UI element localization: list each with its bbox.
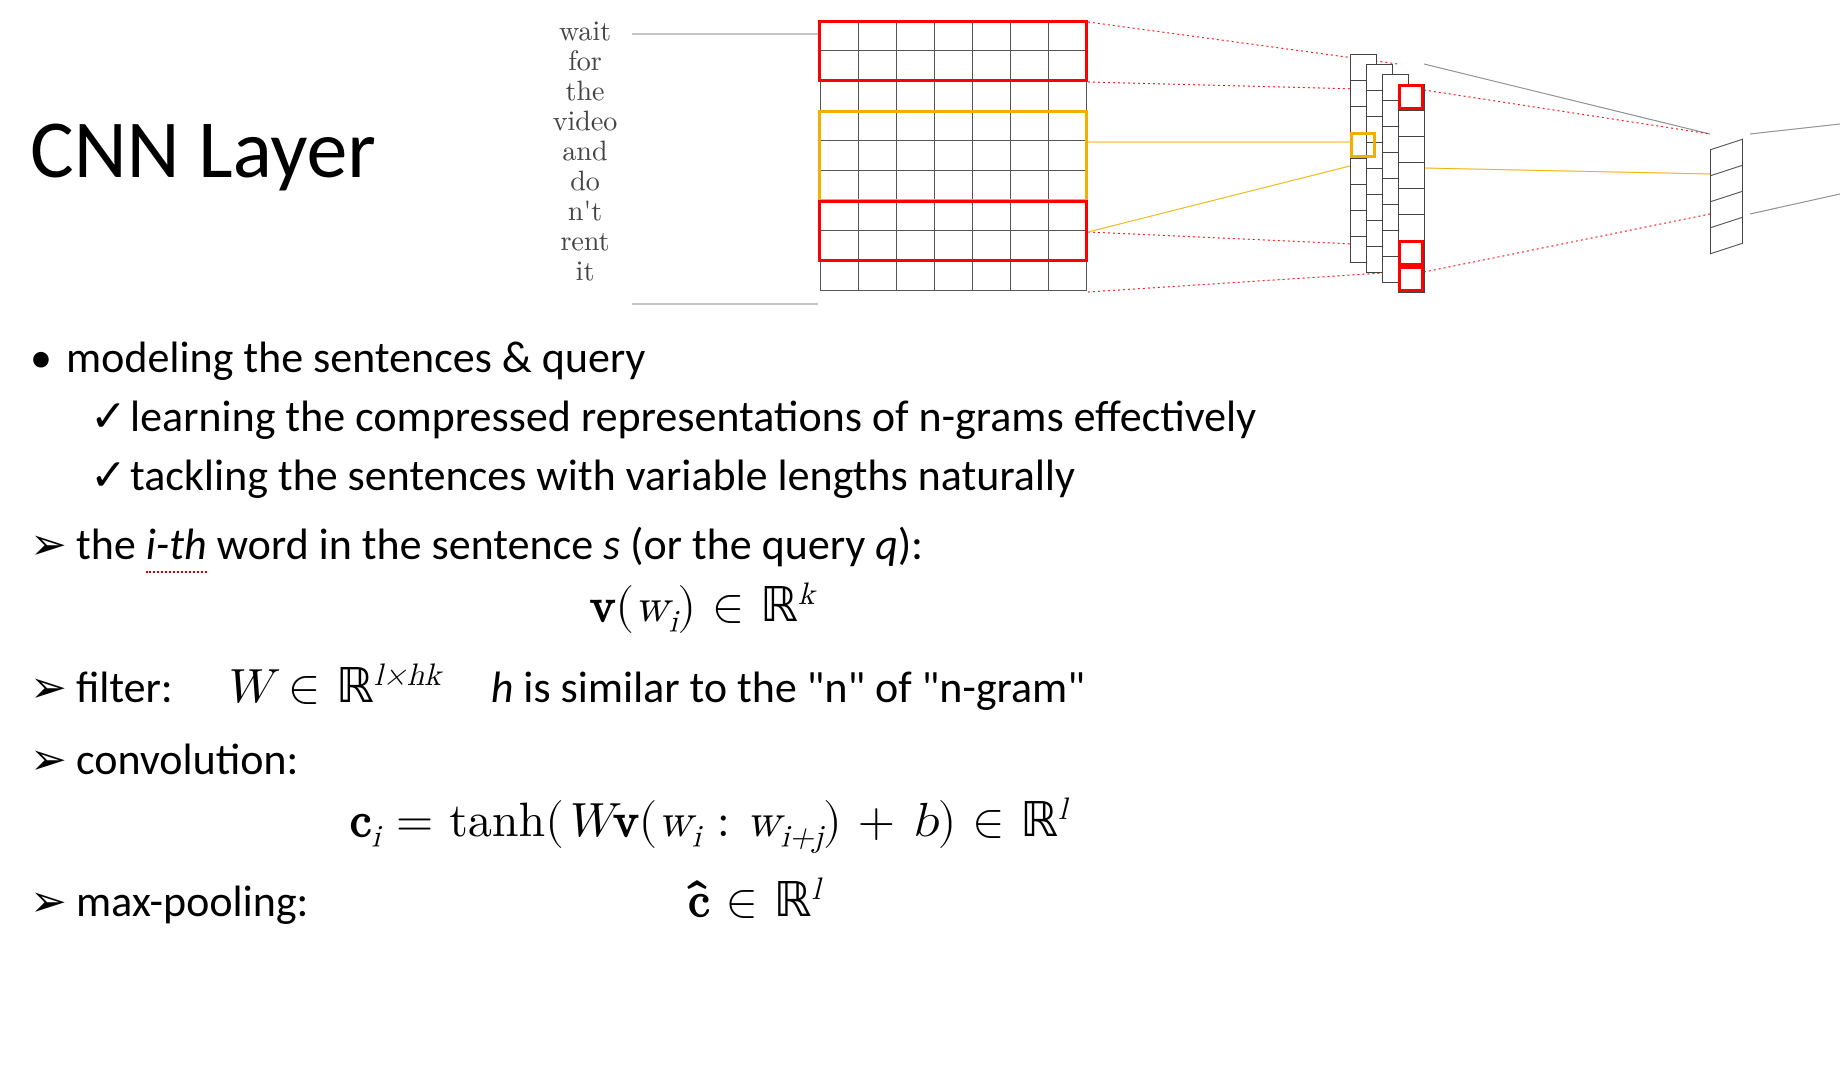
check-icon: ✓ [90, 389, 130, 444]
triangle-icon: ➢ [30, 517, 76, 572]
fm-cell-red [1398, 266, 1424, 292]
eq-pool: ĉ ∈ ℝl [688, 871, 820, 932]
txt: the [76, 517, 146, 571]
diagram-lines [540, 14, 1840, 334]
pool-label: max-pooling: [76, 874, 308, 929]
item-word-embedding: ➢ the i-th word in the sentence s (or th… [30, 517, 1790, 572]
eq-conv-math: ci = tanh(Wv(wi : wi+j) + b) ∈ ℝl [350, 798, 1067, 846]
eq-embedding-math: v(wi) ∈ ℝk [590, 583, 814, 631]
item-convolution: ➢ convolution: [30, 732, 1790, 787]
bullet-main: • modeling the sentences & query [30, 330, 1790, 385]
filter-window-red-bottom [818, 200, 1088, 262]
txt: ): [898, 517, 923, 571]
bullet-main-text: modeling the sentences & query [66, 330, 645, 385]
filter-label: filter: [76, 660, 173, 715]
triangle-icon: ➢ [30, 732, 76, 787]
bullet-sub2: ✓ tackling the sentences with variable l… [90, 448, 1790, 503]
conv-label: convolution: [76, 732, 298, 787]
eq-embedding: v(wi) ∈ ℝk [30, 576, 1790, 643]
content-body: • modeling the sentences & query ✓ learn… [30, 330, 1790, 936]
bullet-sub1-text: learning the compressed representations … [130, 389, 1256, 444]
item-filter: ➢ filter: W ∈ ℝl×hk h is similar to the … [30, 657, 1790, 718]
filter-window-red-top [818, 20, 1088, 82]
bullet-mark: • [30, 330, 66, 385]
fm-cell-red [1398, 84, 1424, 110]
item-text: the i-th word in the sentence s (or the … [76, 517, 923, 572]
txt: word in the sentence [207, 517, 603, 571]
eq-filter: W ∈ ℝl×hk [223, 657, 441, 718]
var-q: q [875, 517, 898, 571]
filter-window-yellow [818, 110, 1088, 202]
var-s: s [603, 517, 620, 571]
fm-cell-yellow [1350, 132, 1376, 158]
filter-desc: h is similar to the "n" of "n-gram" [491, 660, 1085, 715]
txt: (or the query [620, 517, 875, 571]
bullet-sub2-text: tackling the sentences with variable len… [130, 448, 1075, 503]
check-icon: ✓ [90, 448, 130, 503]
bullet-sub1: ✓ learning the compressed representation… [90, 389, 1790, 444]
fm-cell-red [1398, 240, 1424, 266]
var-h: h [491, 660, 514, 714]
eq-convolution: ci = tanh(Wv(wi : wi+j) + b) ∈ ℝl [30, 791, 1790, 858]
ith-underlined: i-th [146, 517, 207, 573]
triangle-icon: ➢ [30, 874, 76, 929]
triangle-icon: ➢ [30, 660, 76, 715]
item-maxpool: ➢ max-pooling: ĉ ∈ ℝl [30, 871, 1790, 932]
cnn-diagram: waitforthevideoanddon'trentit [540, 14, 1840, 334]
pooled-output [1710, 139, 1743, 255]
page-title: CNN Layer [30, 100, 376, 200]
txt: is similar to the "n" of "n-gram" [513, 660, 1085, 714]
